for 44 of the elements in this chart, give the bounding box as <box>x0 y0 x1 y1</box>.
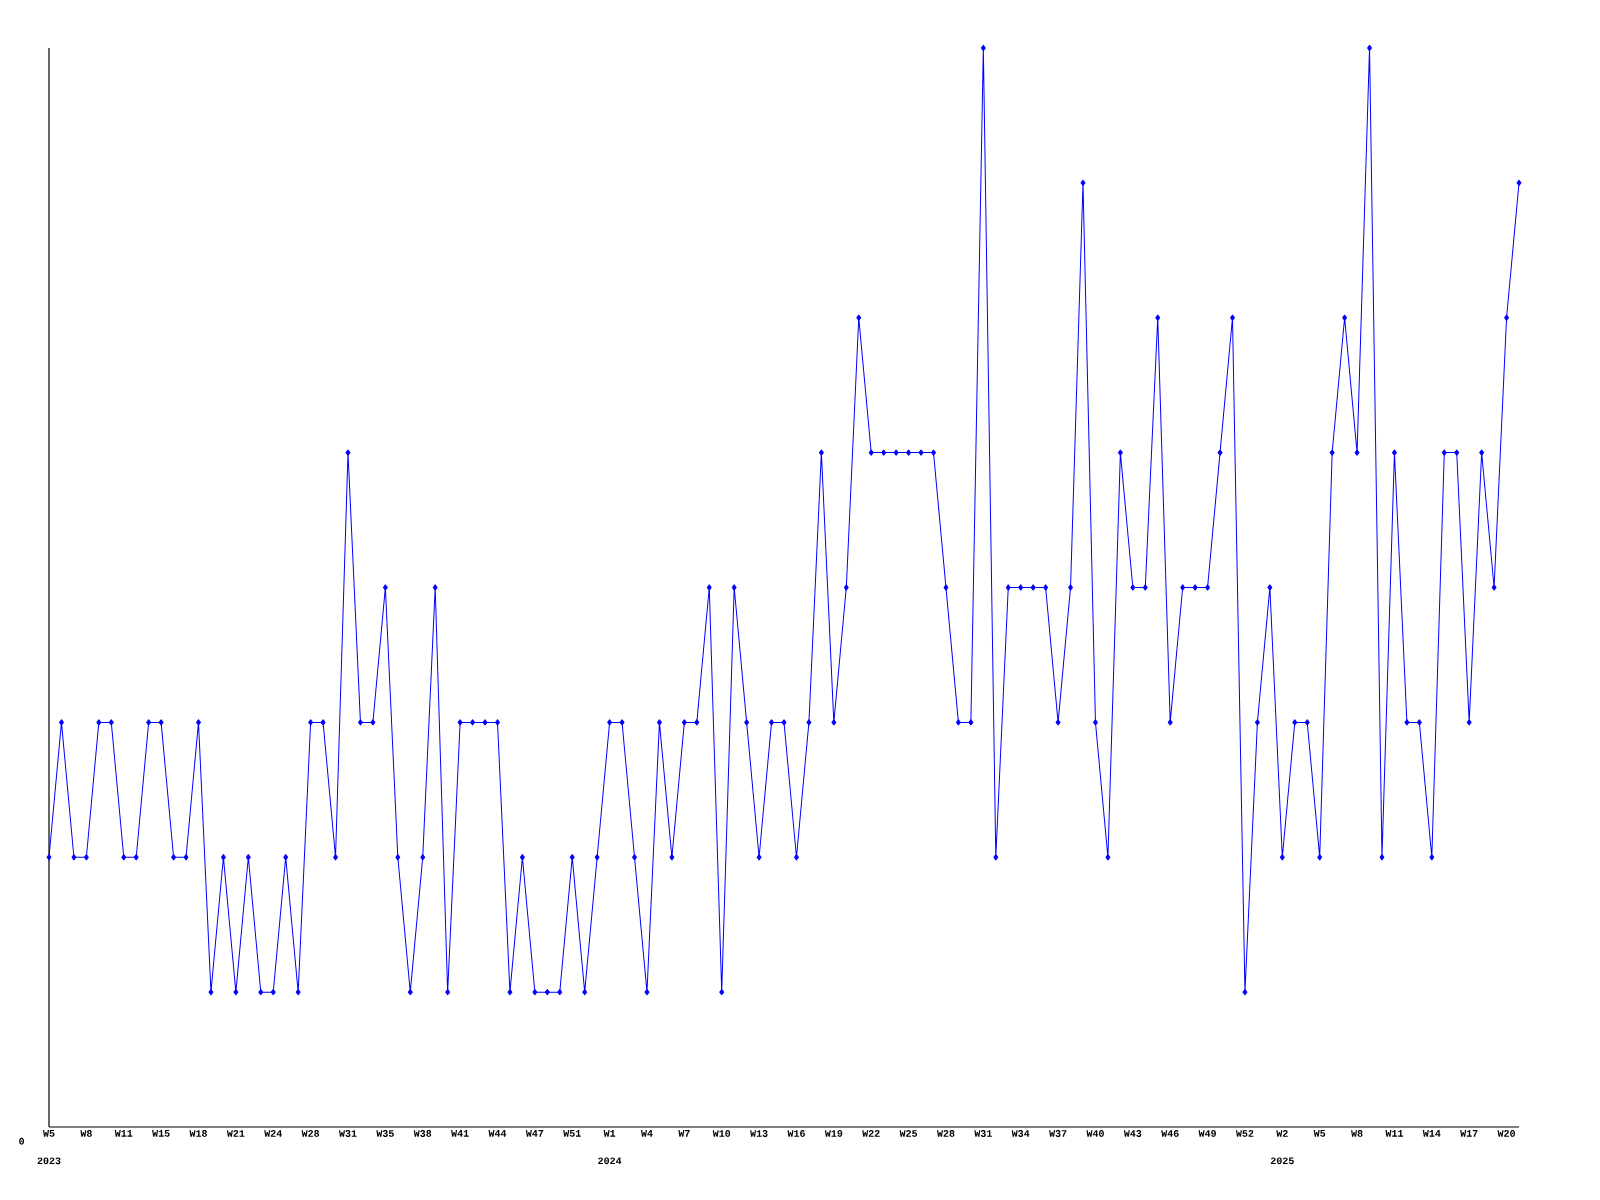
x-tick-label: W35 <box>376 1130 394 1137</box>
x-tick-label: W49 <box>1198 1130 1216 1137</box>
x-tick-label: W1 <box>603 1130 616 1137</box>
x-tick-label: W5 <box>43 1130 55 1137</box>
x-tick-label: W51 <box>563 1130 581 1137</box>
x-tick-label: W18 <box>189 1130 207 1137</box>
x-tick-label: W24 <box>264 1130 282 1137</box>
x-tick-label: W44 <box>488 1130 507 1137</box>
x-tick-label: W19 <box>824 1130 843 1137</box>
x-tick-label: W31 <box>974 1130 992 1137</box>
x-tick-label: W31 <box>338 1130 357 1137</box>
x-tick-label: W7 <box>678 1130 690 1137</box>
x-tick-label: W28 <box>301 1130 320 1137</box>
x-tick-label: W17 <box>1460 1130 1478 1137</box>
x-tick-label: W52 <box>1235 1130 1254 1137</box>
x-tick-label: W21 <box>226 1130 245 1137</box>
x-tick-label: W4 <box>640 1130 653 1137</box>
x-tick-label: W47 <box>525 1130 544 1137</box>
x-tick-label: W28 <box>936 1130 955 1137</box>
x-tick-label: W2 <box>1276 1130 1288 1137</box>
x-tick-label: W20 <box>1497 1130 1515 1137</box>
x-tick-label: W13 <box>750 1130 768 1137</box>
x-tick-label: W34 <box>1011 1130 1030 1137</box>
text: 0 <box>19 1137 25 1145</box>
x-tick-label: W8 <box>80 1130 92 1137</box>
x-tick-label: W38 <box>413 1130 432 1137</box>
x-tick-label: W25 <box>899 1130 918 1137</box>
x-tick-label: W22 <box>862 1130 880 1137</box>
x-tick-label: W14 <box>1422 1130 1441 1137</box>
x-tick-label: W5 <box>1313 1130 1326 1137</box>
text: 2024 <box>598 1157 622 1165</box>
x-tick-label: W10 <box>712 1130 731 1137</box>
x-tick-label: W37 <box>1049 1130 1067 1137</box>
text: 2023 <box>37 1157 61 1165</box>
x-tick-label: W46 <box>1161 1130 1179 1137</box>
x-tick-label: W40 <box>1086 1130 1104 1137</box>
x-tick-label: W8 <box>1351 1130 1363 1137</box>
x-tick-label: W15 <box>152 1130 170 1137</box>
x-tick-label: W43 <box>1123 1130 1142 1137</box>
x-tick-label: W11 <box>1385 1130 1404 1137</box>
text: 2025 <box>1270 1157 1294 1165</box>
x-tick-label: W16 <box>787 1130 805 1137</box>
x-tick-label: W41 <box>451 1130 469 1137</box>
x-tick-label: W11 <box>114 1130 133 1137</box>
